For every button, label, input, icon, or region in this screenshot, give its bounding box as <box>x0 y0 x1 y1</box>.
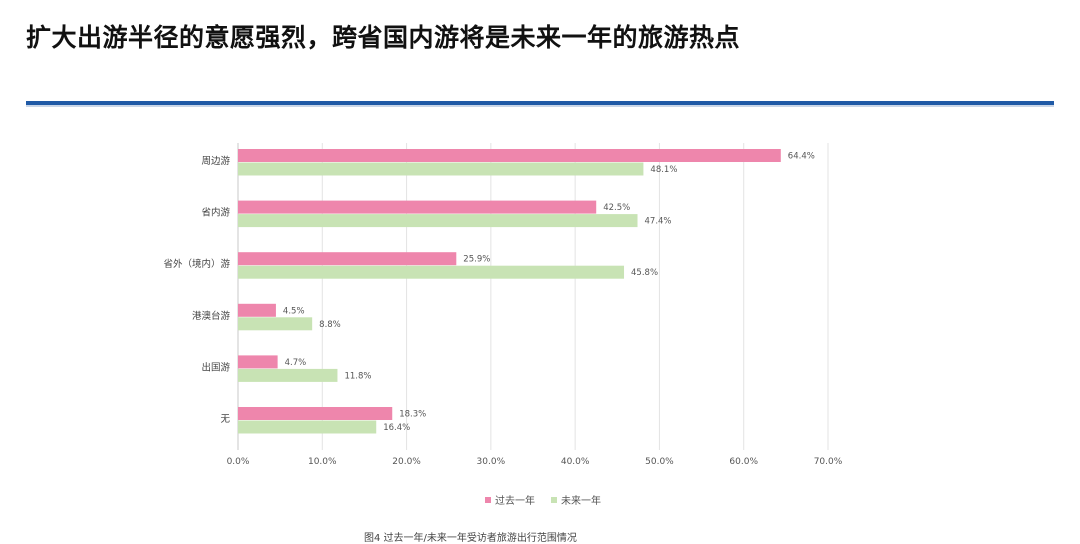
x-tick-label: 0.0% <box>227 457 250 467</box>
category-label: 出国游 <box>201 361 230 373</box>
bar-past-year <box>238 200 597 214</box>
title-divider-shadow <box>26 105 1054 107</box>
data-label: 18.3% <box>399 410 426 420</box>
data-label: 4.7% <box>285 358 307 368</box>
data-label: 4.5% <box>283 306 305 316</box>
bar-past-year <box>238 355 278 369</box>
legend-item-next-year: 未来一年 <box>551 492 601 507</box>
page-title: 扩大出游半径的意愿强烈，跨省国内游将是未来一年的旅游热点 <box>26 23 741 52</box>
category-label: 周边游 <box>201 155 230 167</box>
x-tick-label: 50.0% <box>645 457 674 467</box>
legend-swatch-past-year <box>485 496 491 503</box>
bar-past-year <box>238 252 457 266</box>
category-label: 无 <box>220 414 230 425</box>
bar-next-year <box>238 265 625 279</box>
x-tick-label: 10.0% <box>308 457 337 467</box>
bar-past-year <box>238 303 276 317</box>
category-label: 省外（境内）游 <box>163 258 230 270</box>
chart-legend: 过去一年 未来一年 <box>0 492 1080 507</box>
x-tick-label: 40.0% <box>561 457 590 467</box>
bar-next-year <box>238 162 644 176</box>
x-tick-label: 60.0% <box>729 457 758 467</box>
bar-next-year <box>238 368 338 382</box>
data-label: 42.5% <box>603 203 630 213</box>
legend-label-next-year: 未来一年 <box>561 496 601 507</box>
bar-next-year <box>238 420 377 434</box>
data-label: 11.8% <box>344 371 371 381</box>
category-label: 省内游 <box>201 207 230 219</box>
category-label: 港澳台游 <box>192 310 231 322</box>
x-tick-label: 70.0% <box>814 457 843 467</box>
title-divider <box>26 101 1054 105</box>
data-label: 64.4% <box>788 152 815 162</box>
x-tick-label: 20.0% <box>392 457 421 467</box>
data-label: 47.4% <box>645 217 672 227</box>
data-label: 16.4% <box>383 423 410 433</box>
data-label: 45.8% <box>631 268 658 278</box>
legend-swatch-next-year <box>551 496 557 503</box>
data-label: 25.9% <box>463 255 490 265</box>
bar-next-year <box>238 214 638 228</box>
bar-past-year <box>238 407 393 420</box>
bar-next-year <box>238 317 313 331</box>
legend-label-past-year: 过去一年 <box>495 496 535 507</box>
legend-item-past-year: 过去一年 <box>485 492 535 507</box>
x-tick-label: 30.0% <box>477 457 506 467</box>
figure-caption: 图4 过去一年/未来一年受访者旅游出行范围情况 <box>364 533 577 544</box>
data-label: 8.8% <box>319 320 341 330</box>
data-label: 48.1% <box>650 165 677 175</box>
bar-past-year <box>238 149 781 162</box>
